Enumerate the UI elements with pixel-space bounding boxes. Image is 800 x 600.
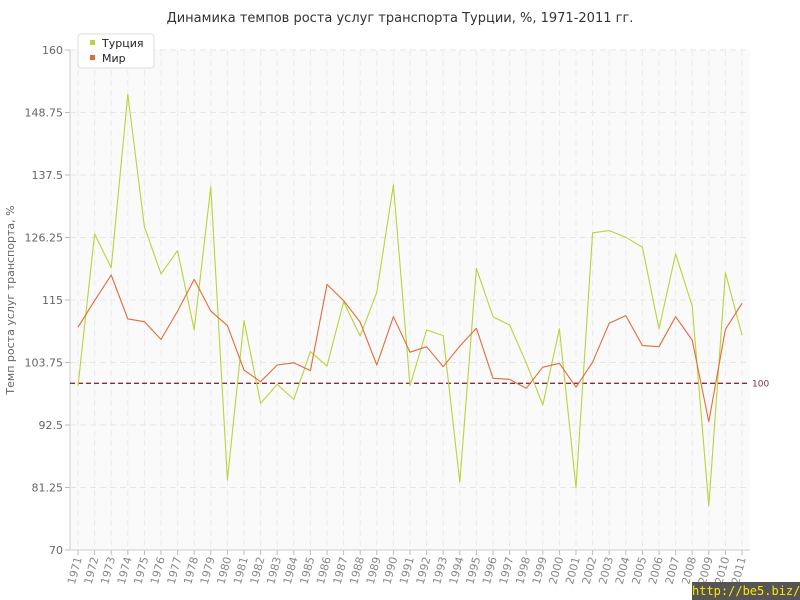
watermark[interactable]: http://be5.biz/ bbox=[692, 582, 800, 600]
legend[interactable]: Турция Мир bbox=[77, 33, 155, 69]
y-tick-label: 126.25 bbox=[25, 232, 64, 245]
reference-line-label: 100 bbox=[752, 379, 769, 389]
grid bbox=[70, 49, 750, 551]
y-tick-label: 103.75 bbox=[25, 357, 64, 370]
legend-label-turkey: Турция bbox=[101, 37, 143, 50]
legend-swatch-turkey bbox=[90, 40, 95, 45]
series-lines bbox=[77, 93, 743, 507]
legend-box bbox=[77, 33, 155, 69]
y-tick-label: 160 bbox=[42, 44, 63, 57]
y-tick-label: 148.75 bbox=[25, 107, 64, 120]
legend-swatch-world bbox=[90, 55, 95, 60]
series-line-turkey[interactable] bbox=[77, 93, 743, 507]
y-tick-label: 115 bbox=[42, 294, 63, 307]
chart-title: Динамика темпов роста услуг транспорта Т… bbox=[167, 11, 634, 26]
y-tick-label: 70 bbox=[49, 544, 63, 557]
y-tick-label: 81.25 bbox=[32, 482, 64, 495]
y-tick-label: 92.5 bbox=[39, 419, 64, 432]
y-axis-label: Темп роста услуг транспорта, % bbox=[4, 205, 17, 395]
y-tick-label: 137.5 bbox=[32, 169, 64, 182]
series-line-world[interactable] bbox=[77, 274, 743, 423]
legend-label-world: Мир bbox=[102, 52, 126, 65]
